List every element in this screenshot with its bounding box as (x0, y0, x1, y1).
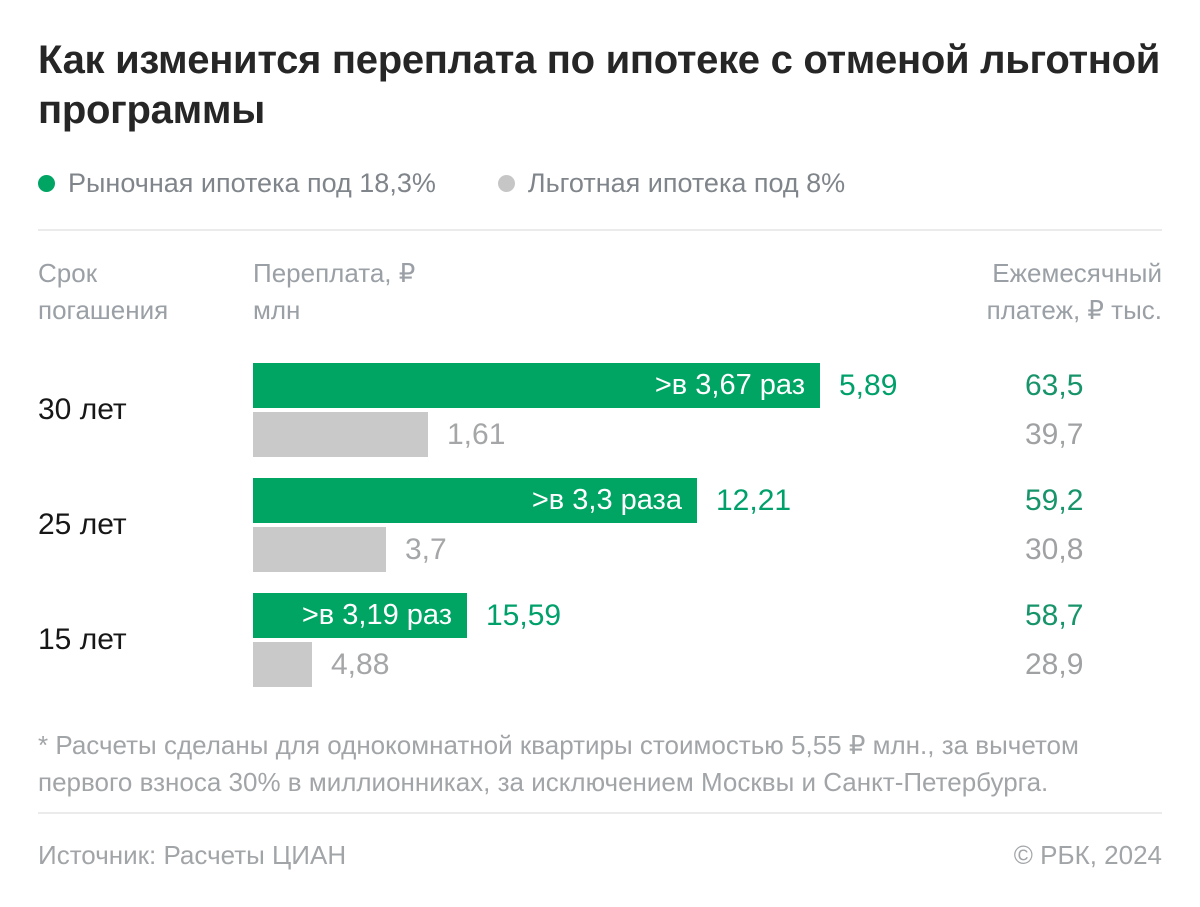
market-bar: >в 3,19 раз (253, 593, 467, 639)
bar-line-market: >в 3,67 раз 5,89 63,5 (253, 363, 1162, 409)
row-label: 25 лет (38, 508, 127, 542)
row-label: 15 лет (38, 623, 127, 657)
overpayment-value-subsidized: 4,88 (331, 647, 390, 681)
ratio-annotation: >в 3,3 раза (531, 484, 682, 517)
column-headers: Срок погашения Переплата, ₽ млн Ежемесяч… (38, 255, 1162, 331)
bar-line-subsidized: 4,88 28,9 (253, 642, 1162, 688)
overpayment-value-market: 12,21 (716, 483, 792, 517)
market-bar: >в 3,3 раза (253, 478, 697, 524)
page-title: Как изменится переплата по ипотеке с отм… (38, 38, 1161, 132)
chart-row-15-years: 15 лет >в 3,19 раз 15,59 58,7 4,88 28,9 (38, 593, 1162, 688)
monthly-payment-market: 63,5 (1025, 368, 1084, 402)
row-label: 30 лет (38, 393, 127, 427)
bar-chart: 30 лет >в 3,67 раз 5,89 63,5 1,61 39,7 2… (38, 363, 1162, 688)
column-header-overpayment: Переплата, ₽ млн (253, 258, 416, 325)
ratio-annotation: >в 3,19 раз (301, 599, 452, 632)
ratio-annotation: >в 3,67 раз (654, 369, 805, 402)
bar-group: >в 3,67 раз 5,89 63,5 1,61 39,7 (253, 363, 1162, 458)
subsidized-bar (253, 527, 386, 573)
column-header-monthly-payment: Ежемесячный платеж, ₽ тыс. (986, 258, 1162, 325)
overpayment-value-subsidized: 1,61 (447, 417, 506, 451)
bar-line-subsidized: 1,61 39,7 (253, 412, 1162, 458)
legend-dot-green-icon (38, 174, 55, 192)
source-row: Источник: Расчеты ЦИАН © РБК, 2024 (38, 840, 1162, 871)
bottom-divider (38, 811, 1162, 814)
top-divider (38, 229, 1162, 232)
legend-item-market: Рыночная ипотека под 18,3% (38, 168, 436, 199)
subsidized-bar (253, 642, 312, 688)
chart-row-25-years: 25 лет >в 3,3 раза 12,21 59,2 3,7 30,8 (38, 478, 1162, 573)
legend: Рыночная ипотека под 18,3% Льготная ипот… (38, 167, 1162, 199)
source-text: Источник: Расчеты ЦИАН (38, 839, 347, 870)
column-header-term: Срок погашения (38, 258, 169, 325)
subsidized-bar (253, 412, 428, 458)
market-bar: >в 3,67 раз (253, 363, 820, 409)
footnote: * Расчеты сделаны для однокомнатной квар… (38, 730, 1079, 797)
bar-group: >в 3,19 раз 15,59 58,7 4,88 28,9 (253, 593, 1162, 688)
bar-group: >в 3,3 раза 12,21 59,2 3,7 30,8 (253, 478, 1162, 573)
copyright-text: © РБК, 2024 (1013, 839, 1162, 870)
overpayment-value-market: 5,89 (839, 368, 898, 402)
chart-row-30-years: 30 лет >в 3,67 раз 5,89 63,5 1,61 39,7 (38, 363, 1162, 458)
bar-line-market: >в 3,3 раза 12,21 59,2 (253, 478, 1162, 524)
overpayment-value-subsidized: 3,7 (405, 532, 447, 566)
monthly-payment-subsidized: 39,7 (1025, 417, 1084, 451)
monthly-payment-subsidized: 30,8 (1025, 532, 1084, 566)
bar-line-subsidized: 3,7 30,8 (253, 527, 1162, 573)
monthly-payment-subsidized: 28,9 (1025, 647, 1084, 681)
monthly-payment-market: 58,7 (1025, 598, 1084, 632)
legend-dot-gray-icon (497, 174, 515, 192)
legend-item-subsidized: Льготная ипотека под 8% (497, 167, 846, 199)
legend-label-market: Рыночная ипотека под 18,3% (68, 167, 436, 198)
overpayment-value-market: 15,59 (486, 598, 562, 632)
legend-label-subsidized: Льготная ипотека под 8% (527, 167, 846, 198)
bar-line-market: >в 3,19 раз 15,59 58,7 (253, 593, 1162, 639)
monthly-payment-market: 59,2 (1025, 483, 1084, 517)
